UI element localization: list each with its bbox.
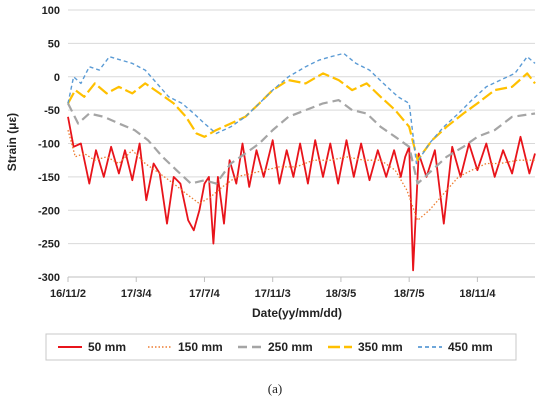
legend-label-3: 250 mm xyxy=(268,340,313,354)
legend-label-2: 150 mm xyxy=(178,340,223,354)
x-tick-label: 17/3/4 xyxy=(121,288,152,300)
x-tick-label: 17/11/3 xyxy=(255,288,291,300)
y-tick-label: -200 xyxy=(38,205,60,217)
legend-label-5: 450 mm xyxy=(448,340,493,354)
y-tick-label: 50 xyxy=(48,38,60,50)
strain-line-chart: 100 50 0 -50 -100 -150 -200 -250 -300 16/11/2 17/… xyxy=(5,5,536,361)
y-tick-label: 0 xyxy=(54,72,60,84)
gridlines xyxy=(68,9,535,278)
y-axis-title: Strain (με) xyxy=(5,113,19,171)
legend-label-4: 350 mm xyxy=(358,340,403,354)
x-tick-label: 16/11/2 xyxy=(50,288,86,300)
y-tick-label: -250 xyxy=(38,239,60,251)
series-lines xyxy=(67,52,536,272)
x-axis: 16/11/2 17/3/4 17/7/4 17/11/3 18/3/5 18/7/5 18… xyxy=(50,276,535,300)
y-tick-label: -100 xyxy=(38,139,60,151)
y-tick-label: -50 xyxy=(44,105,60,117)
y-axis-ticks: 100 50 0 -50 -100 -150 -200 -250 -300 xyxy=(38,5,60,284)
series-line-3 xyxy=(67,98,536,185)
legend-frame xyxy=(45,333,517,361)
x-axis-title: Date(yy/mm/dd) xyxy=(252,306,342,320)
y-tick-label: -150 xyxy=(38,172,60,184)
series-line-1 xyxy=(67,116,536,272)
series-line-5 xyxy=(67,52,536,165)
legend: 50 mm 150 mm 250 mm 350 mm 450 mm xyxy=(45,333,517,361)
x-tick-label: 18/7/5 xyxy=(394,288,425,300)
y-tick-label: 100 xyxy=(42,5,60,17)
series-line-4 xyxy=(67,72,536,162)
y-tick-label: -300 xyxy=(38,272,60,284)
legend-label-1: 50 mm xyxy=(88,340,126,354)
x-tick-label: 17/7/4 xyxy=(189,288,220,300)
series-line-2 xyxy=(67,129,535,221)
figure-caption: (a) xyxy=(267,381,283,396)
x-tick-label: 18/11/4 xyxy=(459,288,496,300)
x-tick-label: 18/3/5 xyxy=(326,288,357,300)
